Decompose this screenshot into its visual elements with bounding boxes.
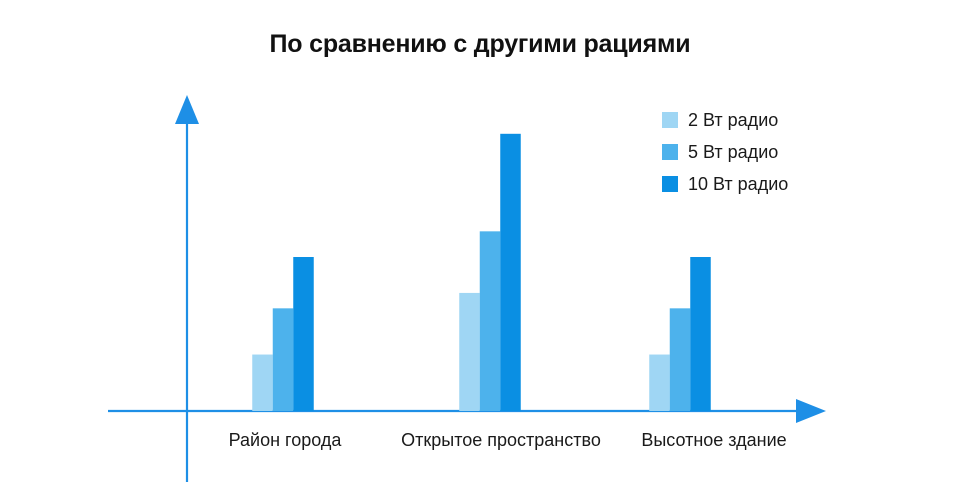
legend: 2 Вт радио 5 Вт радио 10 Вт радио	[662, 110, 788, 194]
legend-label: 5 Вт радио	[688, 142, 778, 162]
bars	[252, 133, 711, 412]
chart-title: По сравнению с другими рациями	[269, 30, 691, 58]
bar-3-1	[649, 354, 670, 411]
legend-label: 2 Вт радио	[688, 110, 778, 130]
bar-1-2	[272, 308, 294, 411]
legend-swatch	[662, 176, 678, 192]
bar-1-1	[252, 354, 273, 411]
category-label: Район города	[229, 430, 343, 450]
legend-swatch	[662, 112, 678, 128]
bar-2-3	[500, 133, 521, 412]
legend-label: 10 Вт радио	[688, 174, 788, 194]
category-label: Высотное здание	[641, 430, 786, 450]
x-axis-arrowhead	[796, 399, 826, 423]
category-label: Открытое пространство	[401, 430, 601, 450]
bar-2-1	[459, 292, 480, 411]
category-labels: Район города Открытое пространство Высотно…	[229, 430, 787, 450]
y-axis-arrowhead	[175, 95, 199, 124]
bar-3-2	[669, 308, 691, 411]
legend-swatch	[662, 144, 678, 160]
bar-2-2	[479, 231, 501, 411]
bar-3-3	[690, 257, 711, 411]
bar-1-3	[293, 257, 314, 411]
